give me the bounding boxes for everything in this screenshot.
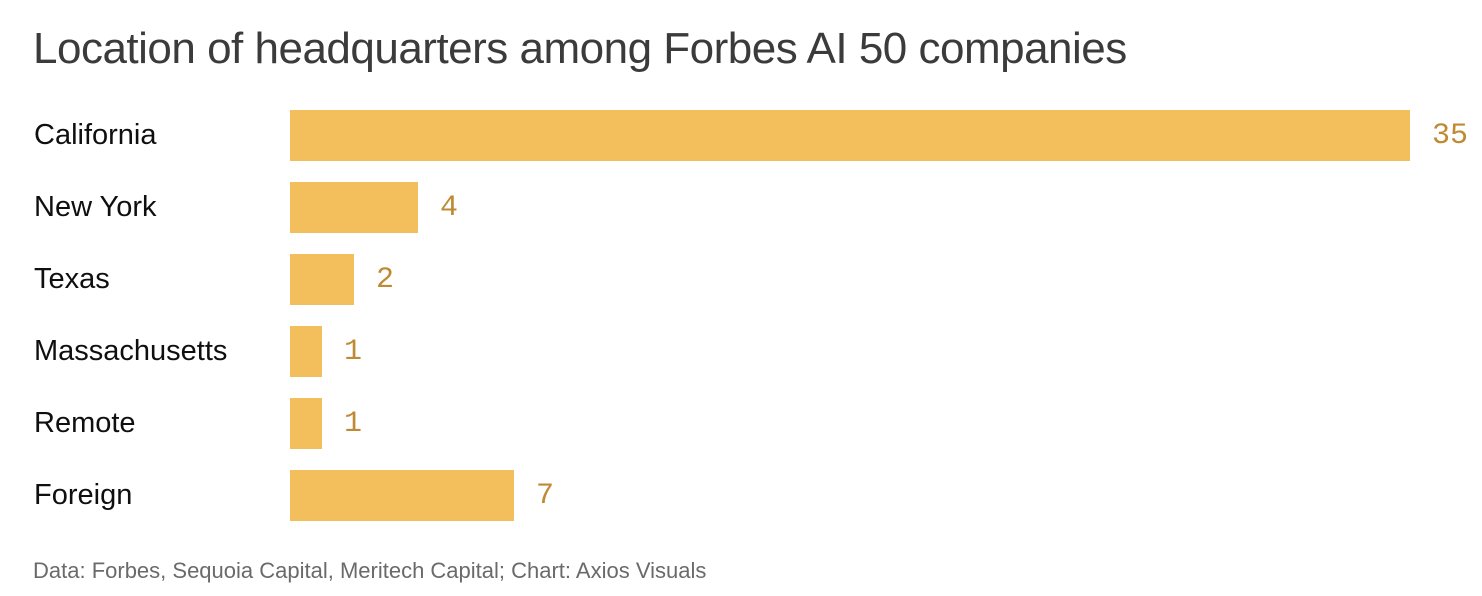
bar — [290, 326, 322, 377]
value-label: 4 — [440, 190, 459, 225]
category-label: Remote — [34, 407, 136, 439]
bar — [290, 110, 1410, 161]
bar — [290, 398, 322, 449]
source-credit: Data: Forbes, Sequoia Capital, Meritech … — [33, 558, 707, 583]
bar-chart: California 35 New York 4 Texas 2 Massachusetts… — [34, 110, 1482, 542]
category-label: Massachusetts — [34, 335, 228, 367]
bar-row: Foreign 7 — [34, 470, 1482, 521]
bar-row: New York 4 — [34, 182, 1482, 233]
bar — [290, 470, 514, 521]
value-label: 2 — [376, 262, 395, 297]
value-label: 1 — [344, 406, 363, 441]
bar — [290, 182, 418, 233]
value-label: 1 — [344, 334, 363, 369]
category-label: Foreign — [34, 479, 133, 511]
value-label: 35 — [1432, 118, 1469, 153]
bar-row: Massachusetts 1 — [34, 326, 1482, 377]
bar-row: California 35 — [34, 110, 1482, 161]
chart-title: Location of headquarters among Forbes AI… — [33, 24, 1127, 73]
category-label: California — [34, 119, 157, 151]
bar — [290, 254, 354, 305]
bar-row: Remote 1 — [34, 398, 1482, 449]
category-label: New York — [34, 191, 157, 223]
bar-row: Texas 2 — [34, 254, 1482, 305]
category-label: Texas — [34, 263, 110, 295]
value-label: 7 — [536, 478, 555, 513]
